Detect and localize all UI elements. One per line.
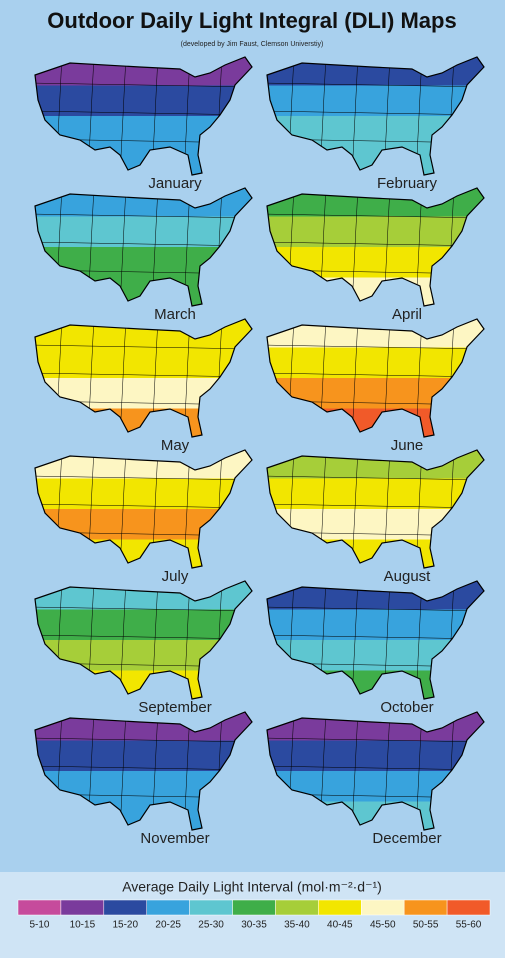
map-band bbox=[35, 609, 252, 641]
legend-swatch bbox=[232, 899, 276, 916]
map-band bbox=[35, 85, 252, 117]
state-line bbox=[267, 634, 484, 640]
state-line bbox=[267, 737, 484, 743]
month-label: July bbox=[162, 568, 189, 585]
us-outline bbox=[266, 318, 485, 438]
state-line bbox=[267, 213, 484, 219]
legend-label: 30-35 bbox=[241, 920, 267, 931]
month-label: January bbox=[148, 175, 202, 192]
state-line bbox=[35, 634, 252, 640]
state-line bbox=[35, 110, 252, 116]
state-line bbox=[267, 110, 484, 116]
state-line bbox=[35, 213, 252, 219]
us-outline bbox=[34, 318, 253, 438]
legend-swatch bbox=[189, 899, 233, 916]
map-band bbox=[267, 85, 484, 117]
map-band bbox=[35, 478, 252, 510]
month-label: December bbox=[372, 830, 441, 847]
legend-label: 35-40 bbox=[284, 920, 310, 931]
legend-swatch bbox=[403, 899, 448, 916]
map-band bbox=[35, 216, 252, 248]
month-label: August bbox=[384, 568, 432, 585]
us-outline bbox=[34, 711, 253, 831]
legend-label: 5-10 bbox=[29, 920, 49, 931]
state-line bbox=[267, 503, 484, 509]
legend-swatch bbox=[146, 899, 190, 916]
legend-swatch bbox=[103, 899, 147, 916]
us-outline bbox=[266, 187, 485, 307]
map-band bbox=[267, 740, 484, 772]
legend-swatch bbox=[318, 899, 362, 916]
state-line bbox=[267, 475, 484, 481]
state-line bbox=[35, 475, 252, 481]
map-band bbox=[267, 609, 484, 641]
state-line bbox=[267, 765, 484, 771]
legend-label: 40-45 bbox=[327, 920, 353, 931]
subtitle: (developed by Jim Faust, Clemson Univers… bbox=[181, 41, 324, 48]
state-line bbox=[267, 606, 484, 612]
state-line bbox=[35, 606, 252, 612]
state-line bbox=[35, 241, 252, 247]
map-band bbox=[35, 347, 252, 379]
legend-title: Average Daily Light Interval (mol·m⁻²·d⁻… bbox=[122, 879, 382, 895]
legend-label: 45-50 bbox=[370, 920, 396, 931]
us-outline bbox=[266, 449, 485, 569]
us-outline bbox=[266, 56, 485, 176]
month-label: February bbox=[377, 175, 438, 192]
legend-swatch bbox=[60, 899, 105, 916]
us-outline bbox=[34, 56, 253, 176]
state-line bbox=[35, 372, 252, 378]
us-outline bbox=[266, 580, 485, 700]
us-outline bbox=[34, 449, 253, 569]
state-line bbox=[35, 765, 252, 771]
legend-label: 25-30 bbox=[198, 920, 224, 931]
legend-swatch bbox=[275, 899, 319, 916]
legend-label: 20-25 bbox=[155, 920, 181, 931]
legend-swatch bbox=[446, 899, 491, 916]
month-label: October bbox=[380, 699, 433, 716]
state-line bbox=[35, 737, 252, 743]
us-outline bbox=[266, 711, 485, 831]
map-band bbox=[267, 216, 484, 248]
state-line bbox=[35, 82, 252, 88]
state-line bbox=[35, 344, 252, 350]
month-label: April bbox=[392, 306, 422, 323]
state-line bbox=[267, 241, 484, 247]
map-band bbox=[267, 478, 484, 510]
legend-label: 10-15 bbox=[70, 920, 96, 931]
us-outline bbox=[34, 187, 253, 307]
month-label: March bbox=[154, 306, 196, 323]
map-band bbox=[267, 347, 484, 379]
month-label: September bbox=[138, 699, 211, 716]
state-line bbox=[267, 344, 484, 350]
us-outline bbox=[34, 580, 253, 700]
title: Outdoor Daily Light Integral (DLI) Maps bbox=[47, 8, 456, 33]
legend-swatch bbox=[361, 899, 405, 916]
state-line bbox=[267, 372, 484, 378]
legend-swatch bbox=[17, 899, 62, 916]
month-label: June bbox=[391, 437, 424, 454]
map-band bbox=[35, 740, 252, 772]
state-line bbox=[35, 503, 252, 509]
legend-label: 15-20 bbox=[112, 920, 138, 931]
legend-label: 55-60 bbox=[456, 920, 482, 931]
legend-label: 50-55 bbox=[413, 920, 439, 931]
month-label: May bbox=[161, 437, 190, 454]
month-label: November bbox=[140, 830, 209, 847]
state-line bbox=[267, 82, 484, 88]
